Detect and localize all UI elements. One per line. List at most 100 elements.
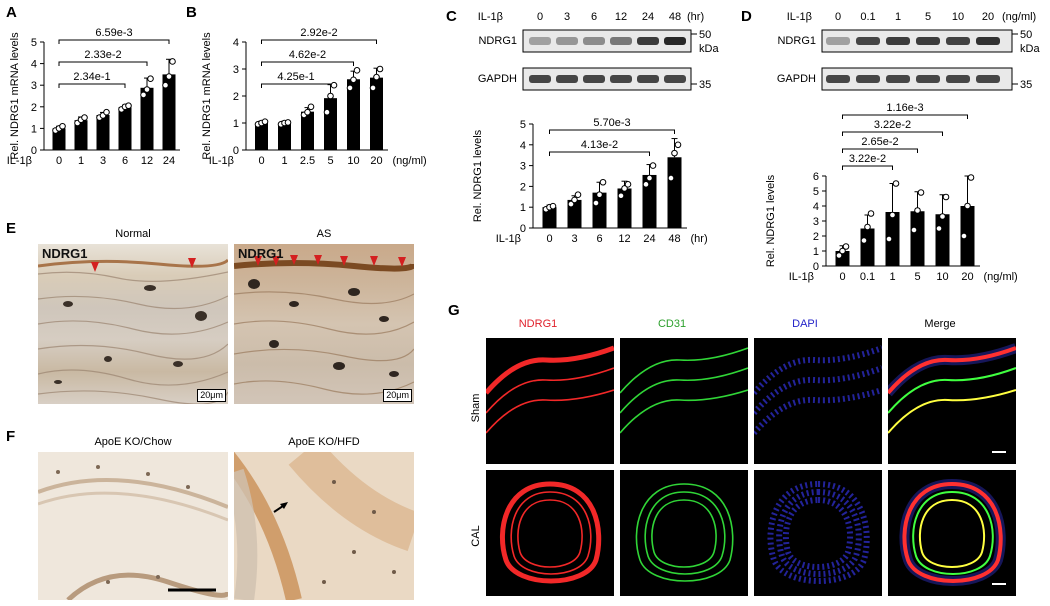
x-tick-label-C: 48 (668, 233, 680, 245)
x-tick-label-D: 0.1 (860, 271, 875, 283)
data-point-D (860, 237, 868, 244)
y-tick-label-C: 2 (520, 181, 526, 193)
ihc-hfd-image (234, 452, 414, 600)
comparison-bracket-A (58, 61, 148, 66)
x-tick-label-A: 6 (122, 155, 128, 167)
x-unit-C: (hr) (691, 233, 708, 245)
blot-membrane (522, 67, 692, 91)
comparison-bracket-C (549, 129, 675, 134)
x-tick-label-B: 1 (281, 155, 287, 167)
blot-band (664, 75, 686, 83)
f-title-chow: ApoE KO/Chow (94, 436, 172, 448)
marker-unit: kDa (699, 43, 719, 55)
blot-lane-label: 10 (952, 11, 964, 23)
if-tile-cal-dapi (754, 470, 882, 596)
x-tick-label-A: 0 (56, 155, 62, 167)
data-point-D (939, 213, 946, 220)
data-point-C (646, 174, 653, 182)
blot-band (976, 75, 1000, 83)
comparison-bracket-D (842, 165, 893, 170)
blot-lane-label: 6 (591, 11, 597, 23)
data-point-C (621, 185, 628, 192)
blot-unit-label: (ng/ml) (1002, 11, 1036, 23)
comparison-bracket-B (261, 61, 354, 66)
data-point-C (624, 181, 632, 188)
y-tick-label-D: 3 (813, 216, 819, 228)
data-point-A (169, 58, 176, 65)
g-head-ndrg1: NDRG1 (518, 318, 558, 330)
blot-row-label: GAPDH (478, 73, 517, 85)
data-point-B (346, 84, 354, 92)
comparison-label-A: 2.33e-2 (84, 49, 121, 61)
y-tick-label-D: 1 (813, 246, 819, 258)
bar-B (324, 98, 337, 150)
data-point-C (667, 174, 675, 182)
data-point-B (284, 119, 292, 126)
blot-row-label: NDRG1 (777, 35, 816, 47)
data-point-A (162, 81, 169, 89)
blot-lane-label: 0 (835, 11, 841, 23)
bar-B (301, 111, 314, 150)
bar-A (74, 120, 88, 150)
blot-lane-label: 24 (642, 11, 654, 23)
blot-band (637, 75, 659, 83)
data-point-C (592, 199, 600, 207)
blot-band (529, 75, 551, 83)
blot-row-label: NDRG1 (478, 35, 517, 47)
data-point-D (917, 189, 925, 196)
blot-lane-label: 0.1 (860, 11, 875, 23)
bar-A (96, 115, 110, 150)
blot-band (556, 75, 578, 83)
y-tick-label-D: 2 (813, 231, 819, 243)
ihc-chow-image (38, 452, 228, 600)
data-point-B (327, 92, 334, 100)
data-point-A (81, 114, 88, 121)
data-point-A (59, 122, 66, 130)
blot-band (637, 37, 659, 45)
e-tag-as: NDRG1 (238, 246, 284, 261)
y-tick-label-C: 0 (520, 223, 526, 235)
x-tick-label-C: 24 (643, 233, 655, 245)
bar-A (140, 87, 154, 150)
comparison-label-C: 4.13e-2 (581, 139, 618, 151)
blot-band (856, 75, 880, 83)
if-tile-sham-merge (888, 338, 1016, 464)
chart-d: 0 1 2 3 4 5 6 Rel. NDRG1 levels 0 0.1 1 5 10 20 IL-1β (… (765, 102, 1018, 283)
y-tick-label-A: 2 (31, 102, 37, 114)
panel-letter-d: D (741, 8, 752, 25)
g-head-cd31: CD31 (657, 318, 687, 330)
comparison-label-C: 5.70e-3 (593, 117, 630, 129)
y-tick-label-D: 0 (813, 261, 819, 273)
blot-lane-label: 12 (615, 11, 627, 23)
data-point-B (304, 108, 311, 116)
e-title-as: AS (316, 228, 332, 240)
blot-band (976, 37, 1000, 45)
y-tick-label-B: 2 (233, 91, 239, 103)
blot-unit-label: (hr) (687, 11, 704, 23)
data-point-A (147, 75, 154, 83)
data-point-D (835, 252, 843, 259)
data-point-C (617, 192, 625, 200)
x-tick-label-A: 12 (141, 155, 153, 167)
comparison-bracket-B (261, 83, 331, 88)
comparison-label-B: 4.62e-2 (289, 49, 326, 61)
data-point-D (935, 225, 943, 232)
comparison-bracket-D (842, 114, 968, 119)
data-point-A (103, 108, 110, 116)
if-tile-sham-dapi (754, 338, 882, 464)
blot-band (583, 75, 605, 83)
x-tick-label-B: 20 (370, 155, 382, 167)
e-title-normal: Normal (115, 228, 151, 240)
y-tick-label-B: 3 (233, 64, 239, 76)
chart-b: 0 1 2 3 4 Rel. NDRG1 mRNA levels 0 1 2.5 5 10 20 IL-… (201, 27, 427, 167)
blot-band (826, 75, 850, 83)
y-tick-label-A: 5 (31, 37, 37, 49)
comparison-label-D: 3.22e-2 (849, 153, 886, 165)
bar-A (118, 107, 132, 150)
x-unit-B: (ng/ml) (393, 155, 427, 167)
comparison-bracket-A (58, 83, 126, 88)
y-tick-label-C: 1 (520, 202, 526, 214)
data-point-C (596, 191, 603, 199)
blot-band (556, 37, 578, 45)
